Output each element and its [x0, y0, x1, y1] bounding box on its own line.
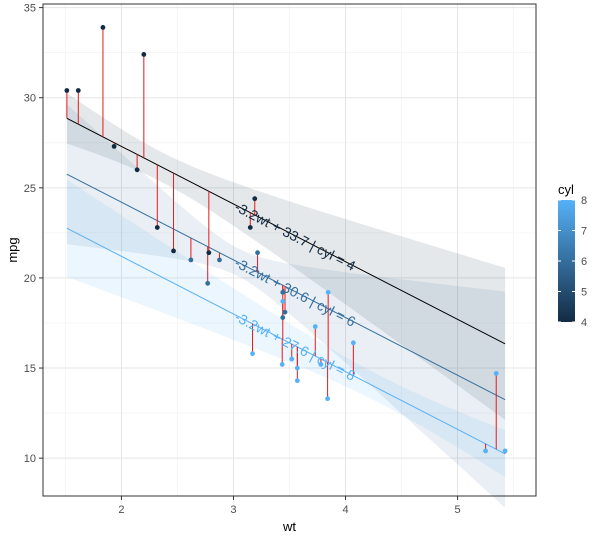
- data-point: [141, 52, 147, 57]
- x-tick-label: 2: [118, 504, 124, 516]
- data-point: [252, 196, 258, 202]
- data-points: [64, 25, 508, 454]
- x-tick-label: 3: [230, 504, 236, 516]
- y-tick-label: 25: [24, 183, 36, 195]
- data-point: [502, 448, 508, 454]
- data-point: [64, 88, 70, 93]
- y-tick-label: 15: [24, 363, 36, 375]
- colorbar-ticks: 4 5 6 7 8: [558, 195, 587, 329]
- data-point: [280, 298, 286, 304]
- fit-line-cyl-4: [66, 117, 506, 345]
- data-point: [318, 362, 324, 367]
- y-tick-label: 35: [24, 3, 36, 15]
- data-point: [294, 365, 300, 371]
- data-point: [171, 248, 176, 254]
- confidence-band-cyl-6: [66, 104, 506, 508]
- fit-line-cyl-8: [66, 227, 506, 455]
- data-point: [134, 167, 140, 173]
- panel-border: [42, 3, 537, 497]
- data-point: [188, 257, 194, 263]
- y-axis-ticks: 10 15 20 25 30 35: [24, 3, 43, 465]
- colorbar-tick-label: 5: [581, 287, 587, 299]
- data-point: [111, 143, 117, 149]
- data-point: [75, 88, 81, 93]
- data-point: [255, 250, 260, 256]
- y-tick-label: 30: [24, 93, 36, 105]
- data-point: [282, 309, 288, 315]
- data-point: [325, 289, 331, 295]
- data-point: [280, 315, 286, 320]
- x-tick-label: 4: [342, 504, 348, 516]
- data-point: [154, 225, 160, 230]
- colorbar-tick-label: 4: [581, 317, 587, 329]
- y-tick-label: 10: [24, 453, 36, 465]
- x-axis-title: wt: [282, 519, 296, 534]
- data-point: [100, 25, 106, 30]
- data-point: [217, 257, 222, 263]
- data-point: [312, 324, 318, 329]
- data-point: [250, 351, 255, 357]
- data-point: [247, 225, 253, 230]
- data-point: [325, 396, 330, 402]
- fit-line-cyl-6: [66, 173, 506, 401]
- data-point: [206, 250, 212, 256]
- grid: [43, 4, 536, 496]
- y-tick-label: 20: [24, 273, 36, 285]
- data-point: [483, 448, 488, 454]
- data-point: [294, 378, 300, 384]
- x-tick-label: 5: [455, 504, 461, 516]
- colorbar-legend: cyl 4 5 6 7 8: [558, 182, 587, 329]
- data-point: [205, 280, 211, 286]
- colorbar: [558, 200, 575, 322]
- x-axis-ticks: 2 3 4 5: [118, 496, 461, 516]
- confidence-band-cyl-8: [66, 179, 506, 478]
- data-point: [493, 371, 499, 376]
- colorbar-tick-label: 6: [581, 256, 587, 268]
- residual-segments: [66, 27, 506, 454]
- y-axis-title: mpg: [5, 237, 20, 262]
- data-point: [280, 289, 286, 295]
- data-point: [350, 340, 356, 346]
- data-point: [289, 356, 295, 362]
- colorbar-tick-label: 8: [581, 195, 587, 207]
- data-point: [279, 362, 285, 367]
- legend-title: cyl: [558, 182, 574, 197]
- fit-lines: [66, 117, 506, 455]
- colorbar-tick-label: 7: [581, 226, 587, 238]
